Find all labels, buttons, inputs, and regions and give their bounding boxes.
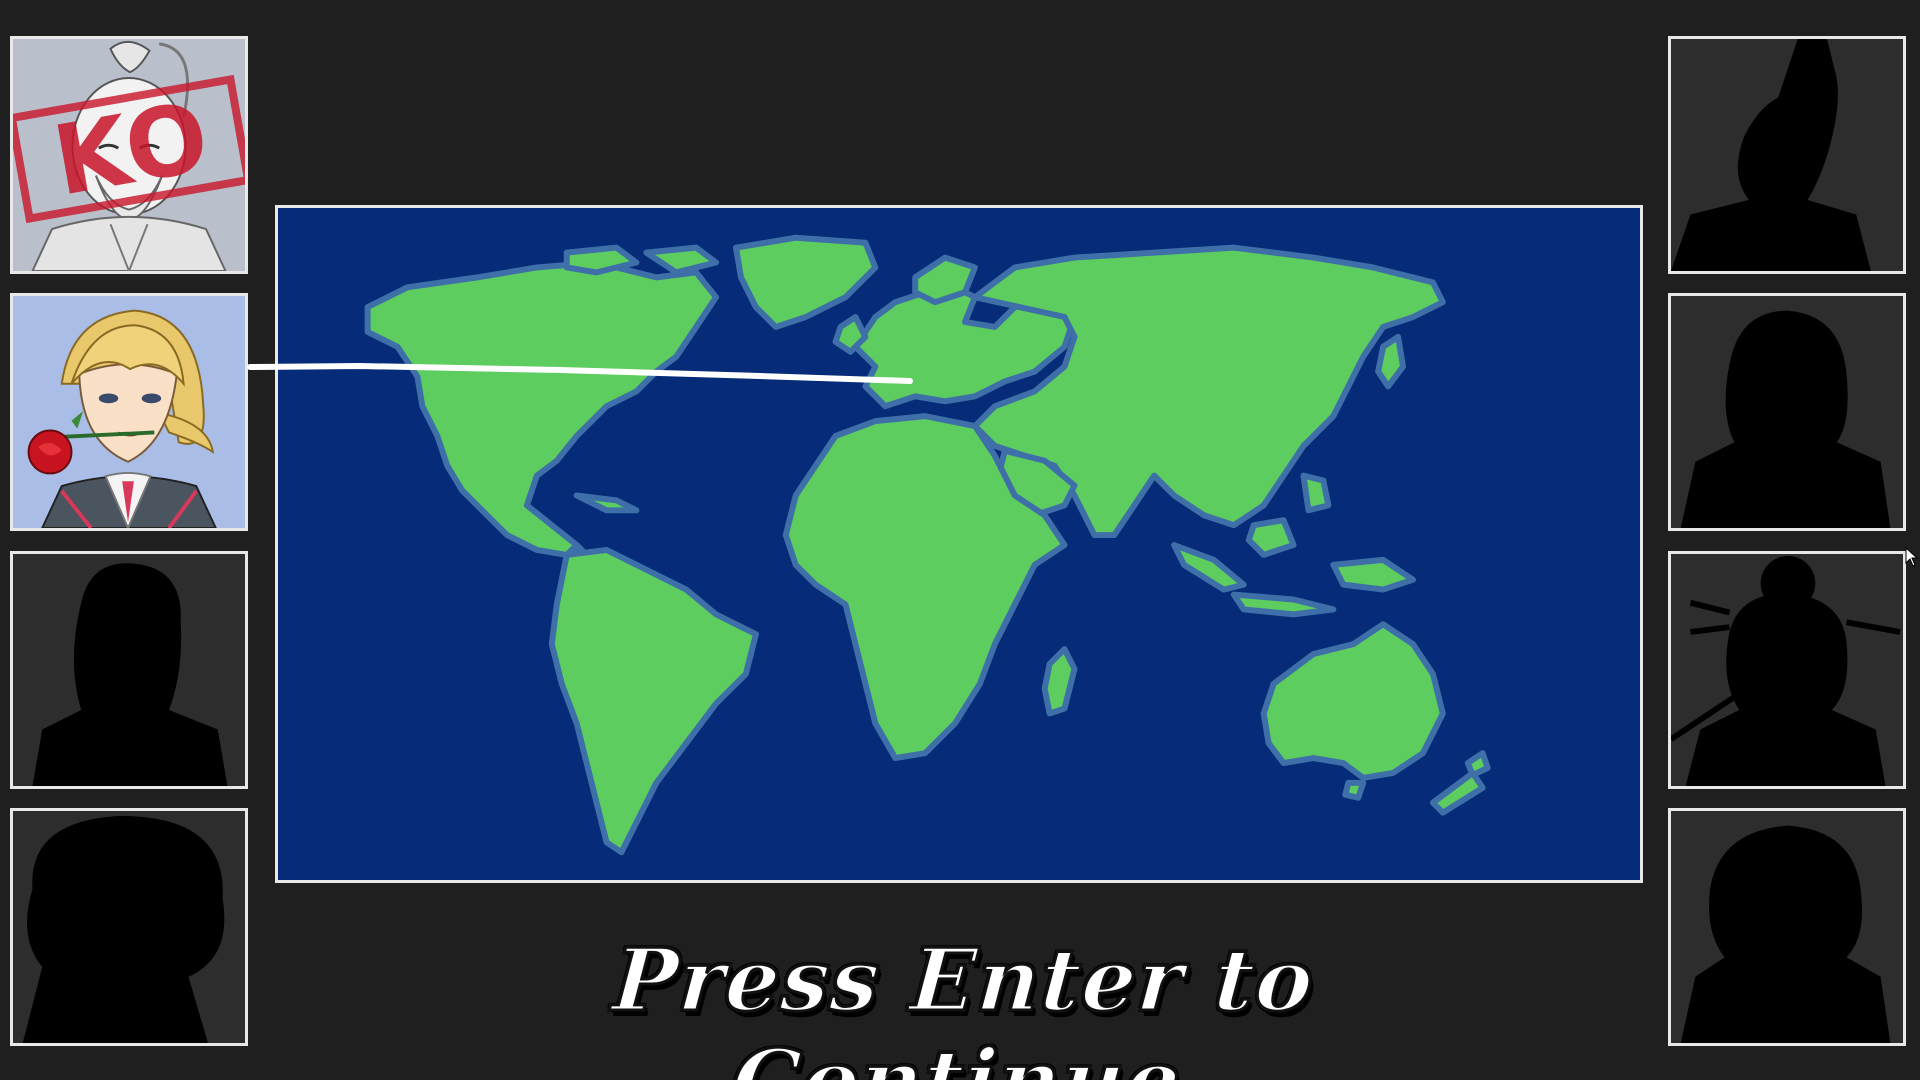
portrait-locked-fighter (1668, 808, 1906, 1046)
portrait-locked-fighter (1668, 36, 1906, 274)
portrait-selected-fighter[interactable] (10, 293, 248, 531)
portrait-locked-fighter (10, 808, 248, 1046)
portrait-locked-fighter (1668, 293, 1906, 531)
press-enter-prompt[interactable]: Press Enter to Continue (608, 929, 1318, 1080)
continent-greenland (732, 234, 879, 330)
mouse-cursor-icon (1905, 547, 1919, 567)
portrait-locked-fighter (1668, 551, 1906, 789)
portrait-defeated-old-master: KO (10, 36, 248, 274)
portrait-locked-fighter (10, 551, 248, 789)
world-map (275, 205, 1643, 883)
continent-north-america (364, 259, 720, 558)
continent-south-america (548, 546, 759, 856)
continent-australia (1260, 621, 1446, 781)
continent-africa (782, 413, 1068, 762)
continent-asia (971, 244, 1446, 539)
